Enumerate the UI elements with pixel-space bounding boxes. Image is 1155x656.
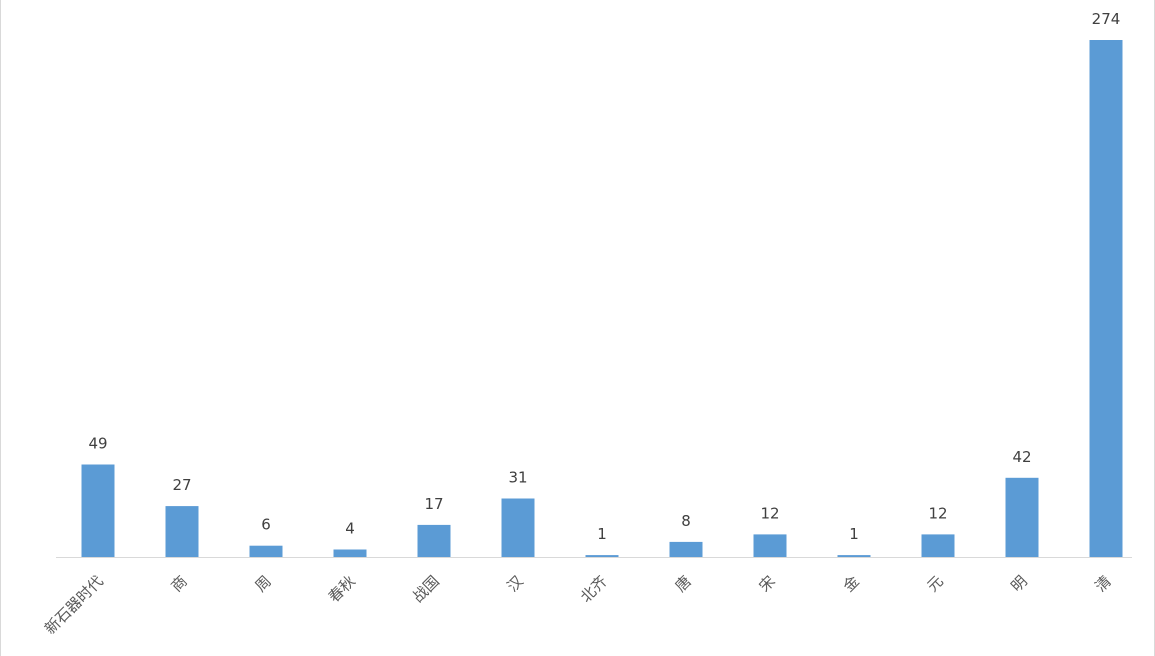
bar <box>501 498 535 557</box>
bar <box>417 524 451 557</box>
bar <box>1005 477 1039 557</box>
bar <box>1089 40 1123 557</box>
bar <box>837 555 871 557</box>
x-tick-label: 商 <box>167 572 190 595</box>
bar <box>669 541 703 557</box>
x-tick-label: 周 <box>251 572 274 595</box>
bar <box>921 534 955 557</box>
data-label: 12 <box>928 504 947 522</box>
data-label: 31 <box>508 469 527 487</box>
x-tick-label: 唐 <box>671 572 694 595</box>
x-tick-label: 春秋 <box>325 572 359 606</box>
x-tick-label: 宋 <box>755 572 778 595</box>
data-label: 1 <box>849 525 859 543</box>
x-tick-label: 明 <box>1007 572 1030 595</box>
data-label: 8 <box>681 512 691 530</box>
x-tick-label: 元 <box>923 572 946 595</box>
data-label: 27 <box>172 476 191 494</box>
x-tick-label: 新石器时代 <box>41 572 107 638</box>
data-label: 274 <box>1092 10 1121 28</box>
bars-group <box>81 40 1123 557</box>
bar <box>333 549 367 557</box>
x-tick-label: 汉 <box>503 572 526 595</box>
category-labels-group: 新石器时代 商 周 春秋 战国 汉 北齐 唐 宋 金 元 明 清 <box>41 572 1115 638</box>
bar <box>81 464 115 557</box>
data-label: 49 <box>88 435 107 453</box>
data-label: 4 <box>345 520 355 538</box>
data-label: 42 <box>1012 448 1031 466</box>
data-label: 6 <box>261 516 271 534</box>
data-label: 1 <box>597 525 607 543</box>
x-tick-label: 战国 <box>409 572 443 606</box>
bar <box>753 534 787 557</box>
value-labels-group: 49 27 6 4 17 31 1 8 12 1 12 42 274 <box>88 10 1120 543</box>
x-tick-label: 清 <box>1091 572 1114 595</box>
x-tick-label: 金 <box>839 572 862 595</box>
bar <box>165 506 199 557</box>
data-label: 17 <box>424 495 443 513</box>
bar <box>249 545 283 557</box>
bar <box>585 555 619 557</box>
data-label: 12 <box>760 504 779 522</box>
x-tick-label: 北齐 <box>577 572 611 606</box>
